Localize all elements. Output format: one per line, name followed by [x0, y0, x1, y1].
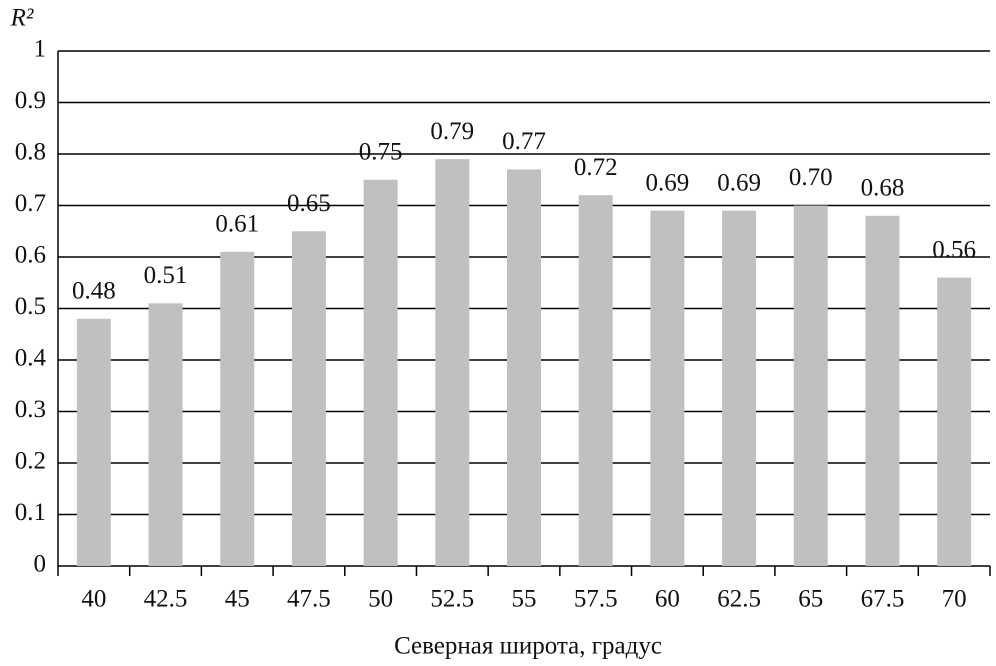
bar	[435, 159, 470, 566]
value-label: 0.61	[215, 211, 259, 238]
y-tick-label: 0.6	[15, 242, 46, 269]
x-axis-label: Северная широта, градус	[394, 633, 662, 660]
y-tick-label: 0.5	[15, 293, 46, 320]
y-tick-label: 0.7	[15, 190, 46, 217]
y-tick-label: 0.1	[15, 499, 46, 526]
bar	[937, 277, 972, 566]
x-tick-label: 45	[225, 586, 250, 613]
value-label: 0.72	[574, 154, 618, 181]
x-tick-label: 42.5	[144, 586, 188, 613]
bar	[578, 195, 613, 566]
x-tick-label: 50	[368, 586, 393, 613]
value-label: 0.79	[430, 118, 474, 145]
y-axis-label: R²	[10, 5, 34, 32]
y-tick-label: 0.4	[15, 345, 47, 372]
x-tick-label: 57.5	[574, 586, 618, 613]
bar	[650, 210, 685, 566]
value-label: 0.75	[359, 138, 403, 165]
y-tick-label: 0.2	[15, 448, 46, 475]
x-tick-label: 65	[798, 586, 823, 613]
value-label: 0.69	[646, 169, 690, 196]
x-tick-label: 55	[512, 586, 537, 613]
x-tick-label: 47.5	[287, 586, 331, 613]
bar	[363, 179, 398, 566]
y-tick-label: 0.9	[15, 87, 46, 114]
y-tick-label: 0.8	[15, 139, 46, 166]
y-tick-label: 1	[34, 36, 47, 63]
value-label: 0.68	[861, 175, 905, 202]
value-label: 0.65	[287, 190, 331, 217]
value-label: 0.51	[144, 262, 188, 289]
x-tick-label: 67.5	[861, 586, 905, 613]
x-tick-label: 40	[81, 586, 106, 613]
x-tick-label: 70	[942, 586, 967, 613]
x-tick-label: 52.5	[430, 586, 474, 613]
bar	[507, 169, 541, 566]
bar	[865, 215, 900, 567]
y-tick-label: 0.3	[15, 396, 46, 423]
bar	[148, 303, 183, 566]
value-label: 0.48	[72, 278, 116, 305]
bar	[76, 318, 111, 566]
y-tick-label: 0	[34, 551, 47, 578]
value-label: 0.56	[932, 236, 976, 263]
bar	[793, 205, 828, 566]
bar	[220, 251, 255, 566]
value-label: 0.77	[502, 128, 546, 155]
x-tick-label: 62.5	[717, 586, 761, 613]
bar	[291, 231, 326, 566]
x-tick-label: 60	[655, 586, 680, 613]
bar	[722, 210, 757, 566]
value-label: 0.70	[789, 164, 833, 191]
value-label: 0.69	[717, 169, 761, 196]
